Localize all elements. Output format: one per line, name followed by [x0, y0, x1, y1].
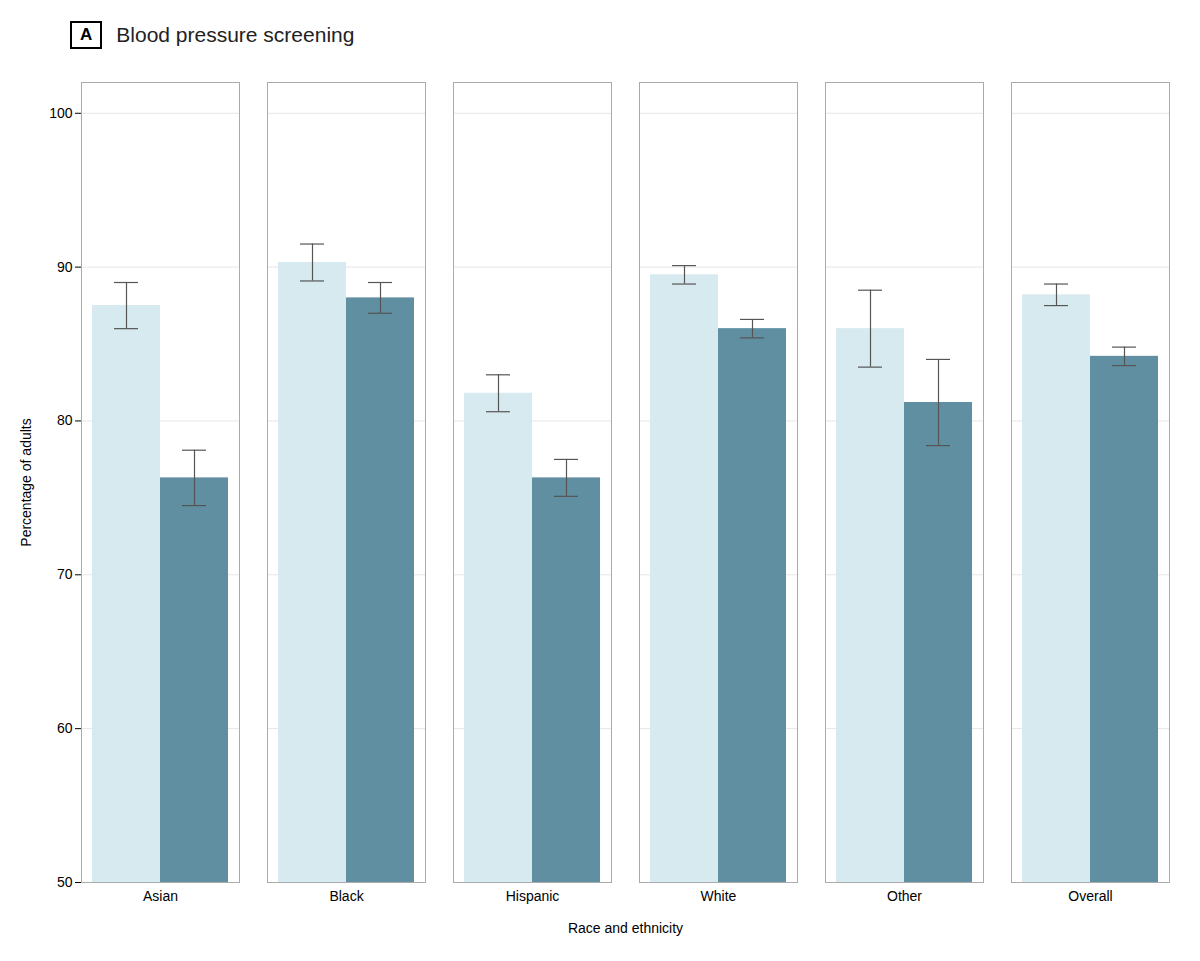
- svg-text:Race and ethnicity: Race and ethnicity: [568, 920, 683, 936]
- svg-text:60: 60: [57, 720, 73, 736]
- html-text:Blood pressure screening: Blood pressure screening: [116, 23, 355, 46]
- svg-text:90: 90: [57, 259, 73, 275]
- svg-text:Black: Black: [329, 888, 364, 904]
- svg-text:50: 50: [57, 874, 73, 890]
- svg-text:80: 80: [57, 412, 73, 428]
- svg-text:70: 70: [57, 566, 73, 582]
- svg-text:Overall: Overall: [1068, 888, 1112, 904]
- svg-text:Other: Other: [887, 888, 922, 904]
- svg-text:Percentage of adults: Percentage of adults: [18, 418, 34, 546]
- svg-text:Asian: Asian: [143, 888, 178, 904]
- svg-text:100: 100: [49, 105, 73, 121]
- svg-text:Hispanic: Hispanic: [506, 888, 560, 904]
- html-text:A: A: [80, 25, 93, 44]
- svg-text:White: White: [701, 888, 737, 904]
